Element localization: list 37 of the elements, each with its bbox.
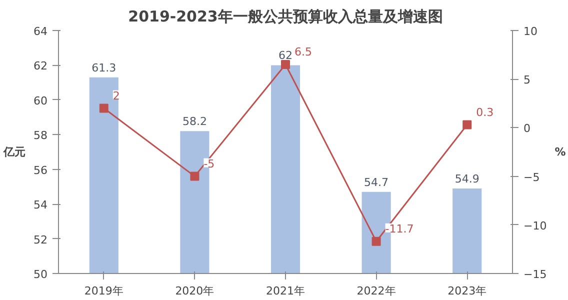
y2-tick-label: 10 <box>524 25 538 38</box>
y-tick-label: 52 <box>34 233 48 246</box>
data-label: 58.2 <box>182 115 207 128</box>
y2-tick-label: −5 <box>524 170 540 184</box>
y-tick-label: 58 <box>34 129 48 142</box>
y2-tick-label: −10 <box>524 219 547 232</box>
data-label: 0.3 <box>476 106 494 119</box>
point <box>99 104 108 113</box>
data-label: -11.7 <box>385 222 414 236</box>
y-tick-label: 64 <box>34 25 48 38</box>
x-tick-label: 2022年 <box>356 284 396 298</box>
y2-axis-title: % <box>554 146 566 158</box>
x-tick-label: 2019年 <box>84 284 124 298</box>
data-label: 62 <box>278 49 292 62</box>
data-label: 54.9 <box>454 172 480 186</box>
y2-tick-label: 5 <box>524 74 530 87</box>
point <box>462 120 472 130</box>
y2-tick-label: 0 <box>524 122 530 136</box>
data-label: 2 <box>112 89 120 102</box>
data-label: 54.7 <box>364 176 389 189</box>
y-tick-label: 50 <box>34 268 48 281</box>
y-tick-label: 60 <box>34 94 48 108</box>
x-tick-label: 2023年 <box>448 284 487 298</box>
x-tick-label: 2020年 <box>175 284 214 298</box>
point <box>372 236 381 246</box>
y-tick-label: 56 <box>34 164 48 177</box>
y-axis-title: 亿元 <box>2 146 26 158</box>
data-label: 61.3 <box>92 61 116 74</box>
point <box>281 60 290 70</box>
y-tick-label: 62 <box>34 60 48 73</box>
y-tick-label: 54 <box>34 198 48 212</box>
y2-tick-label: −15 <box>524 268 547 281</box>
data-label: -5 <box>204 157 215 170</box>
chart-title: 2019-2023年一般公共预算收入总量及增速图 <box>128 8 443 26</box>
x-tick-label: 2021年 <box>266 284 306 298</box>
point <box>190 172 200 181</box>
data-label: 6.5 <box>294 46 312 59</box>
